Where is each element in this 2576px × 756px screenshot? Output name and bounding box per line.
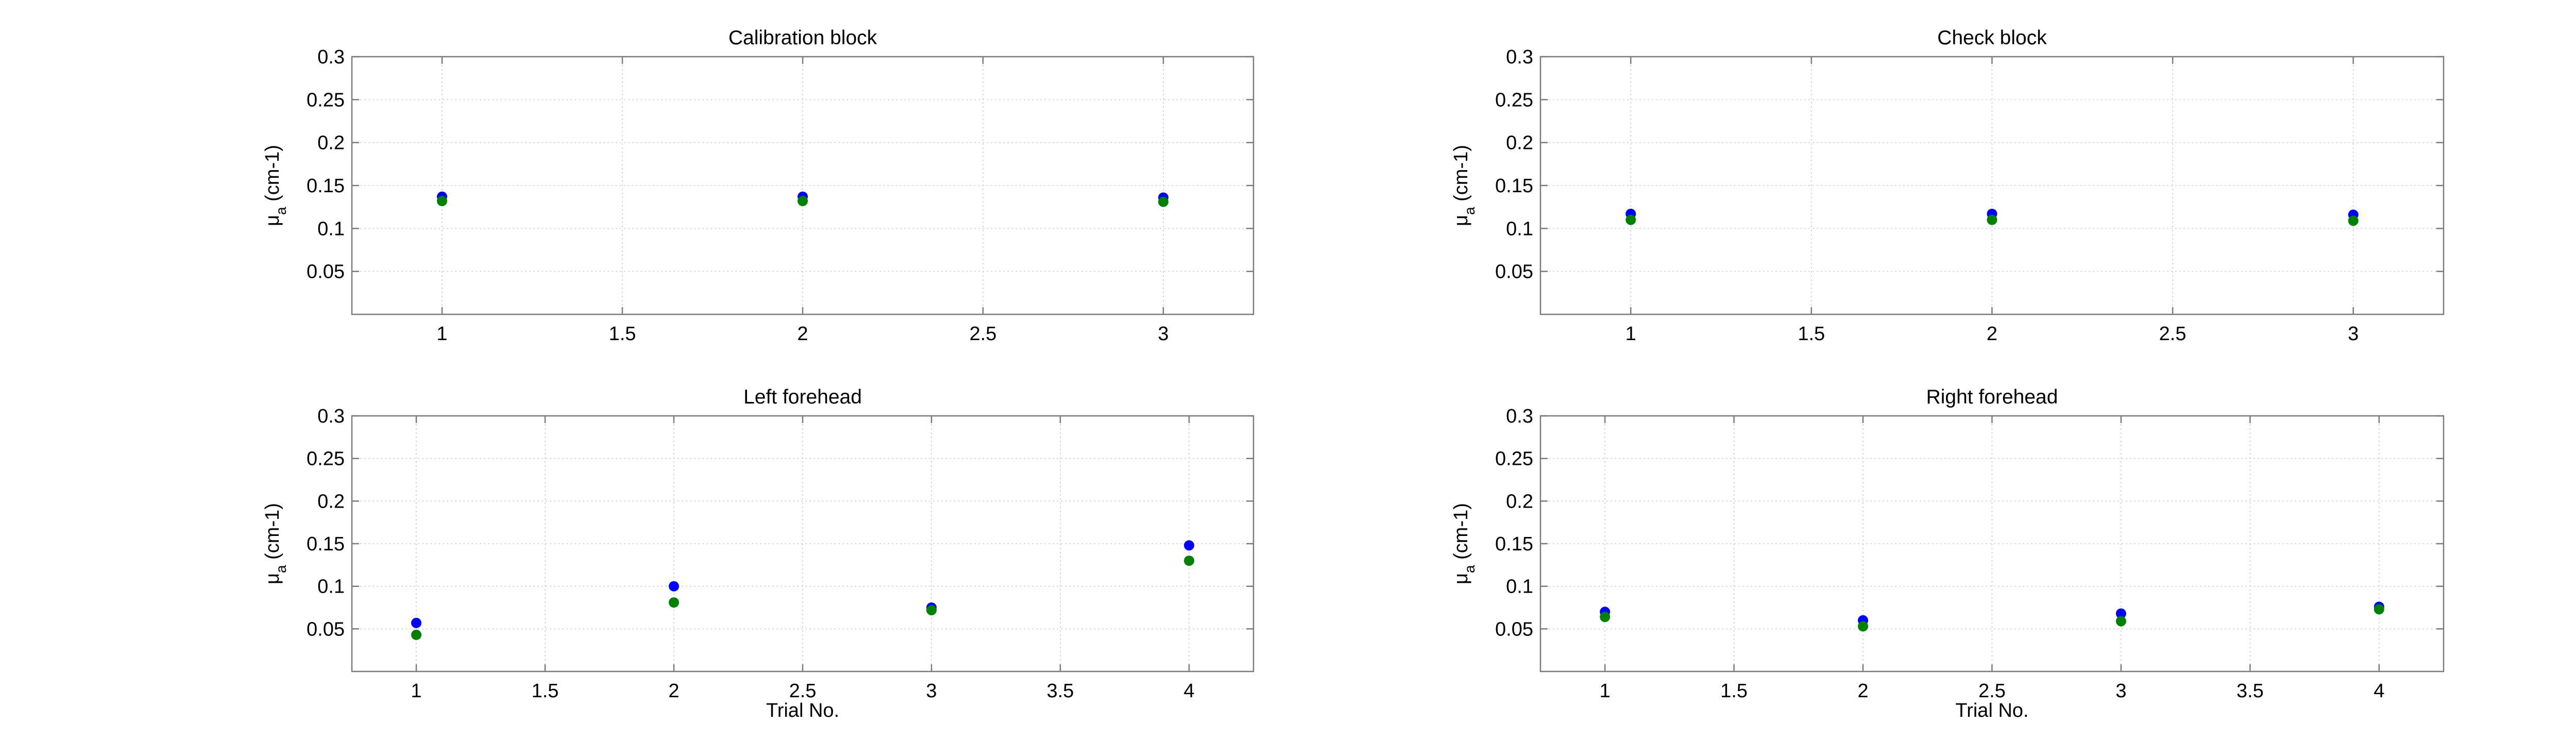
- y-tick-label: 0.2: [1506, 491, 1533, 512]
- data-point-series-2: [1625, 214, 1636, 225]
- y-tick-label: 0.05: [1495, 261, 1533, 283]
- subplot-4: 1 1.5 2 2.5 3 3.5 4 0.05 0.1 0.15 0.2 0.25 0.3 Right …: [1450, 386, 2445, 721]
- data-point-series-2: [1600, 612, 1611, 623]
- x-tick-label: 1: [436, 323, 447, 345]
- y-tick-label: 0.15: [307, 533, 345, 555]
- data-point-series-2: [1858, 621, 1869, 632]
- chart-title: Left forehead: [743, 386, 862, 408]
- y-tick-label: 0.2: [317, 491, 345, 512]
- y-tick-label: 0.25: [307, 448, 345, 470]
- x-tick-label: 3: [2115, 680, 2126, 702]
- x-tick-label: 4: [2374, 680, 2384, 702]
- x-tick-label: 2: [1987, 323, 1997, 345]
- chart-title: Calibration block: [728, 27, 877, 49]
- x-tick-label: 2: [797, 323, 808, 345]
- data-point-series-1: [2115, 608, 2126, 619]
- y-tick-label: 0.15: [307, 175, 345, 197]
- y-tick-label: 0.05: [307, 261, 345, 283]
- data-point-series-2: [437, 196, 447, 206]
- y-tick-label: 0.05: [1495, 618, 1533, 640]
- x-tick-label: 2.5: [1978, 680, 2006, 702]
- y-tick-label: 0.1: [317, 576, 345, 598]
- data-point-series-2: [798, 196, 808, 206]
- data-point-series-2: [1987, 214, 1997, 225]
- x-tick-label: 1: [1600, 680, 1611, 702]
- y-axis-label: μa (cm-1): [1450, 145, 1478, 226]
- x-tick-label: 2.5: [970, 323, 997, 345]
- x-tick-label: 3: [1158, 323, 1168, 345]
- data-point-series-1: [1184, 540, 1194, 551]
- x-tick-label: 1: [1625, 323, 1636, 345]
- x-tick-label: 2.5: [789, 680, 817, 702]
- y-tick-label: 0.15: [1495, 533, 1533, 555]
- x-tick-label: 3.5: [2236, 680, 2264, 702]
- data-point-series-2: [1158, 196, 1168, 207]
- subplot-1: 1 1.5 2 2.5 3 0.05 0.1 0.15 0.2 0.25 0.3 Calibratio…: [262, 27, 1255, 345]
- data-point-series-2: [2348, 215, 2359, 226]
- data-point-series-2: [411, 629, 421, 640]
- y-tick-label: 0.1: [1506, 218, 1533, 240]
- x-tick-label: 4: [1183, 680, 1194, 702]
- y-tick-label: 0.25: [307, 89, 345, 111]
- x-tick-label: 2: [1858, 680, 1869, 702]
- x-tick-label: 1.5: [609, 323, 636, 345]
- y-tick-label: 0.15: [1495, 175, 1533, 197]
- chart-title: Right forehead: [1926, 386, 2058, 408]
- x-tick-label: 3: [926, 680, 937, 702]
- x-tick-label: 1.5: [1720, 680, 1748, 702]
- x-tick-label: 1.5: [1798, 323, 1825, 345]
- y-tick-label: 0.3: [317, 406, 345, 427]
- chart-title: Check block: [1937, 27, 2047, 49]
- y-tick-label: 0.25: [1495, 89, 1533, 111]
- x-axis-label: Trial No.: [766, 700, 839, 721]
- y-tick-label: 0.25: [1495, 448, 1533, 470]
- x-tick-label: 2.5: [2159, 323, 2187, 345]
- y-tick-label: 0.05: [307, 618, 345, 640]
- y-tick-label: 0.1: [317, 218, 345, 240]
- y-tick-label: 0.1: [1506, 576, 1533, 598]
- y-axis-label: μa (cm-1): [1450, 503, 1478, 584]
- data-point-series-1: [411, 617, 421, 628]
- data-point-series-2: [1184, 556, 1194, 566]
- data-point-series-2: [926, 604, 937, 615]
- data-point-series-1: [669, 581, 679, 592]
- x-tick-label: 3.5: [1047, 680, 1074, 702]
- x-tick-label: 3: [2348, 323, 2359, 345]
- x-axis-label: Trial No.: [1955, 700, 2028, 721]
- x-tick-label: 1.5: [532, 680, 559, 702]
- data-point-series-2: [2115, 616, 2126, 627]
- data-point-series-2: [669, 597, 679, 608]
- y-tick-label: 0.3: [1506, 46, 1533, 68]
- y-tick-label: 0.2: [317, 132, 345, 154]
- y-tick-label: 0.3: [317, 46, 345, 68]
- data-point-series-2: [2374, 604, 2384, 615]
- subplot-2: 1 1.5 2 2.5 3 0.05 0.1 0.15 0.2 0.25 0.3 Check bloc…: [1450, 27, 2445, 345]
- x-tick-label: 1: [411, 680, 421, 702]
- y-axis-label: μa (cm-1): [262, 145, 289, 226]
- y-tick-label: 0.3: [1506, 406, 1533, 427]
- x-tick-label: 2: [668, 680, 679, 702]
- subplot-3: 1 1.5 2 2.5 3 3.5 4 0.05 0.1 0.15 0.2 0.25 0.3 Left f…: [262, 386, 1255, 721]
- y-tick-label: 0.2: [1506, 132, 1533, 154]
- y-axis-label: μa (cm-1): [262, 503, 289, 584]
